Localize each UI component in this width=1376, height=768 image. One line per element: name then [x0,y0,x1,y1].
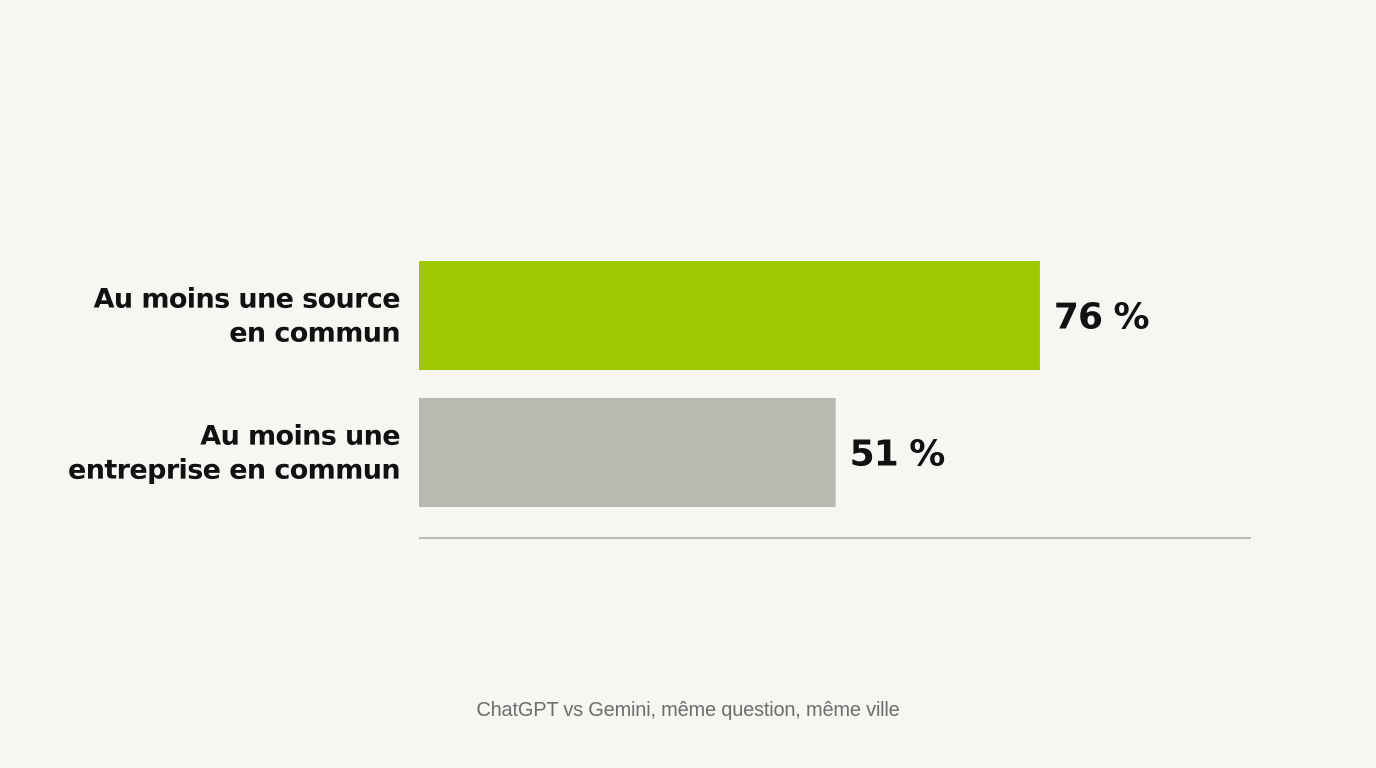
bar-1 [419,261,1040,370]
category-label-line: en commun [229,318,400,349]
category-label-2: Au moins une entreprise en commun [68,421,400,486]
category-label-line: Au moins une [200,421,400,452]
category-label-1: Au moins une source en commun [94,284,400,349]
chart-caption: ChatGPT vs Gemini, même question, même v… [476,699,900,721]
value-label-1: 76 % [1054,297,1149,338]
category-label-line: entreprise en commun [68,455,400,486]
value-label-2: 51 % [850,434,945,475]
category-label-line: Au moins une source [94,284,400,315]
bar-2 [419,398,836,507]
labels-layer: 76 % Au moins une source en commun 51 % Au m… [68,284,1150,486]
bars-layer [419,261,1040,507]
